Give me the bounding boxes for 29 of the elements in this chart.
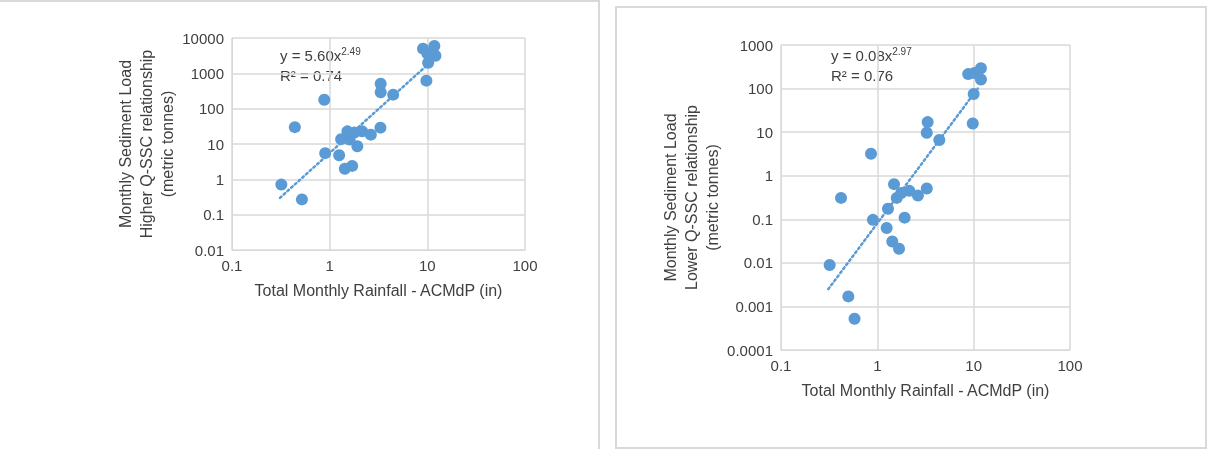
x-tick-label: 1 (873, 357, 882, 374)
y-tick-label: 10 (756, 123, 773, 141)
y-tick-label: 0.1 (752, 210, 773, 228)
annotation: R² = 0.74 (280, 67, 343, 84)
y-tick-label: 100 (198, 100, 224, 118)
x-tick-label: 10 (418, 257, 436, 274)
y-tick-label: 0.0001 (727, 341, 773, 359)
x-tick-label: 1 (325, 257, 334, 274)
y-tick-label: 0.01 (194, 241, 224, 259)
x-axis-title: Total Monthly Rainfall - ACMdP (in) (254, 282, 503, 299)
y-tick-label: 1 (764, 167, 773, 185)
y-tick-label: 0.001 (735, 297, 773, 315)
y-tick-label: 0.01 (743, 254, 773, 272)
y-tick-label: 0.1 (203, 206, 224, 224)
y-tick-label: 1000 (739, 36, 773, 54)
x-tick-label: 100 (1057, 357, 1083, 374)
x-tick-label: 0.1 (770, 357, 792, 374)
x-tick-label: 100 (512, 257, 538, 274)
x-tick-label: 0.1 (221, 257, 243, 274)
x-tick-label: 10 (965, 357, 983, 374)
y-axis-title: Monthly Sediment Load Higher Q-SSC relationship (metric tonnes) (117, 49, 177, 239)
annotation: R² = 0.76 (831, 67, 894, 84)
x-axis-title: Total Monthly Rainfall - ACMdP (in) (801, 382, 1050, 399)
y-tick-label: 10000 (182, 29, 224, 47)
y-tick-label: 10 (207, 135, 224, 153)
y-tick-label: 1000 (190, 64, 224, 82)
y-tick-label: 1 (215, 170, 224, 188)
y-axis-title: Monthly Sediment Load Lower Q-SSC relationship (metric tonnes) (662, 104, 722, 290)
y-tick-label: 100 (747, 80, 773, 98)
